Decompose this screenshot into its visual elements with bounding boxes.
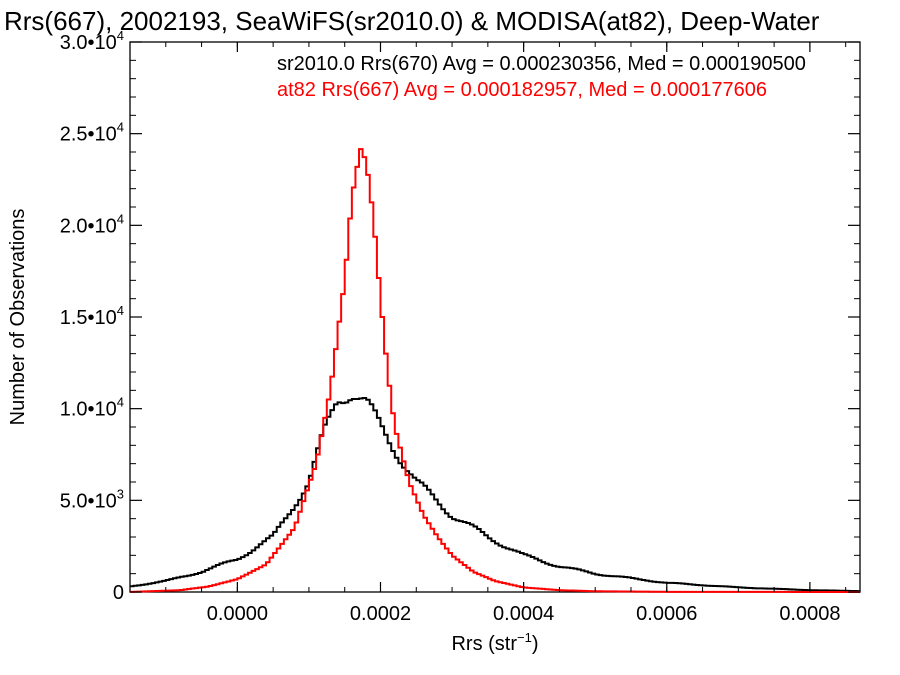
x-tick-label-4: 0.0008	[779, 603, 840, 625]
x-axis-ticks: 0.0000 0.0002 0.0004 0.0006 0.0008	[165, 42, 847, 625]
y-tick-label-4: 2.0•104	[60, 211, 124, 237]
x-axis-title-exponent: −1	[517, 630, 532, 645]
x-axis-title-close: )	[532, 633, 539, 655]
plot-area: 0.0000 0.0002 0.0004 0.0006 0.0008 0 5.0•103 1…	[60, 28, 861, 625]
series-layer	[130, 148, 860, 593]
x-tick-label-2: 0.0004	[493, 603, 554, 625]
plot-frame	[129, 41, 861, 593]
y-tick-label-1: 5.0•103	[60, 486, 124, 512]
x-tick-label-0: 0.0000	[207, 603, 268, 625]
x-tick-label-1: 0.0002	[350, 603, 411, 625]
x-axis-title-base: Rrs (str	[451, 633, 517, 655]
series-line-2	[130, 148, 860, 593]
y-axis-ticks: 0 5.0•103 1.0•104 1.5•104 2.0•104 2.5•104 3.0•…	[60, 28, 860, 604]
y-tick-label-0: 0	[113, 582, 124, 604]
y-tick-label-5: 2.5•104	[60, 120, 124, 146]
x-tick-label-3: 0.0006	[636, 603, 697, 625]
y-tick-label-2: 1.0•104	[60, 395, 124, 421]
chart-title: Rrs(667), 2002193, SeaWiFS(sr2010.0) & M…	[4, 6, 820, 36]
y-tick-label-6: 3.0•104	[60, 28, 124, 54]
legend-entry-1: sr2010.0 Rrs(670) Avg = 0.000230356, Med…	[277, 53, 806, 75]
y-tick-label-3: 1.5•104	[60, 303, 124, 329]
legend: sr2010.0 Rrs(670) Avg = 0.000230356, Med…	[277, 53, 806, 101]
legend-entry-2: at82 Rrs(667) Avg = 0.000182957, Med = 0…	[277, 79, 767, 101]
series-line-1	[130, 397, 860, 593]
x-axis-title: Rrs (str−1)	[451, 630, 538, 655]
y-axis-title: Number of Observations	[7, 209, 29, 426]
